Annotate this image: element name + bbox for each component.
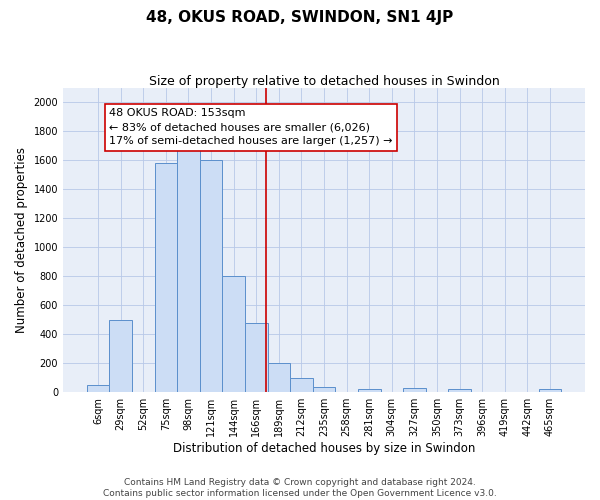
- Text: 48, OKUS ROAD, SWINDON, SN1 4JP: 48, OKUS ROAD, SWINDON, SN1 4JP: [146, 10, 454, 25]
- Bar: [200, 160, 223, 392]
- Y-axis label: Number of detached properties: Number of detached properties: [15, 147, 28, 333]
- Bar: [177, 110, 200, 392]
- Bar: [245, 322, 268, 392]
- Bar: [539, 390, 561, 392]
- Text: Contains HM Land Registry data © Crown copyright and database right 2024.
Contai: Contains HM Land Registry data © Crown c…: [103, 478, 497, 498]
- Text: 48 OKUS ROAD: 153sqm
← 83% of detached houses are smaller (6,026)
17% of semi-de: 48 OKUS ROAD: 153sqm ← 83% of detached h…: [109, 108, 393, 146]
- Bar: [268, 363, 290, 392]
- Title: Size of property relative to detached houses in Swindon: Size of property relative to detached ho…: [149, 75, 499, 88]
- X-axis label: Distribution of detached houses by size in Swindon: Distribution of detached houses by size …: [173, 442, 475, 455]
- Bar: [313, 387, 335, 392]
- Bar: [448, 390, 471, 392]
- Bar: [403, 388, 426, 392]
- Bar: [358, 388, 380, 392]
- Bar: [109, 320, 132, 392]
- Bar: [223, 276, 245, 392]
- Bar: [155, 164, 177, 392]
- Bar: [87, 385, 109, 392]
- Bar: [290, 378, 313, 392]
